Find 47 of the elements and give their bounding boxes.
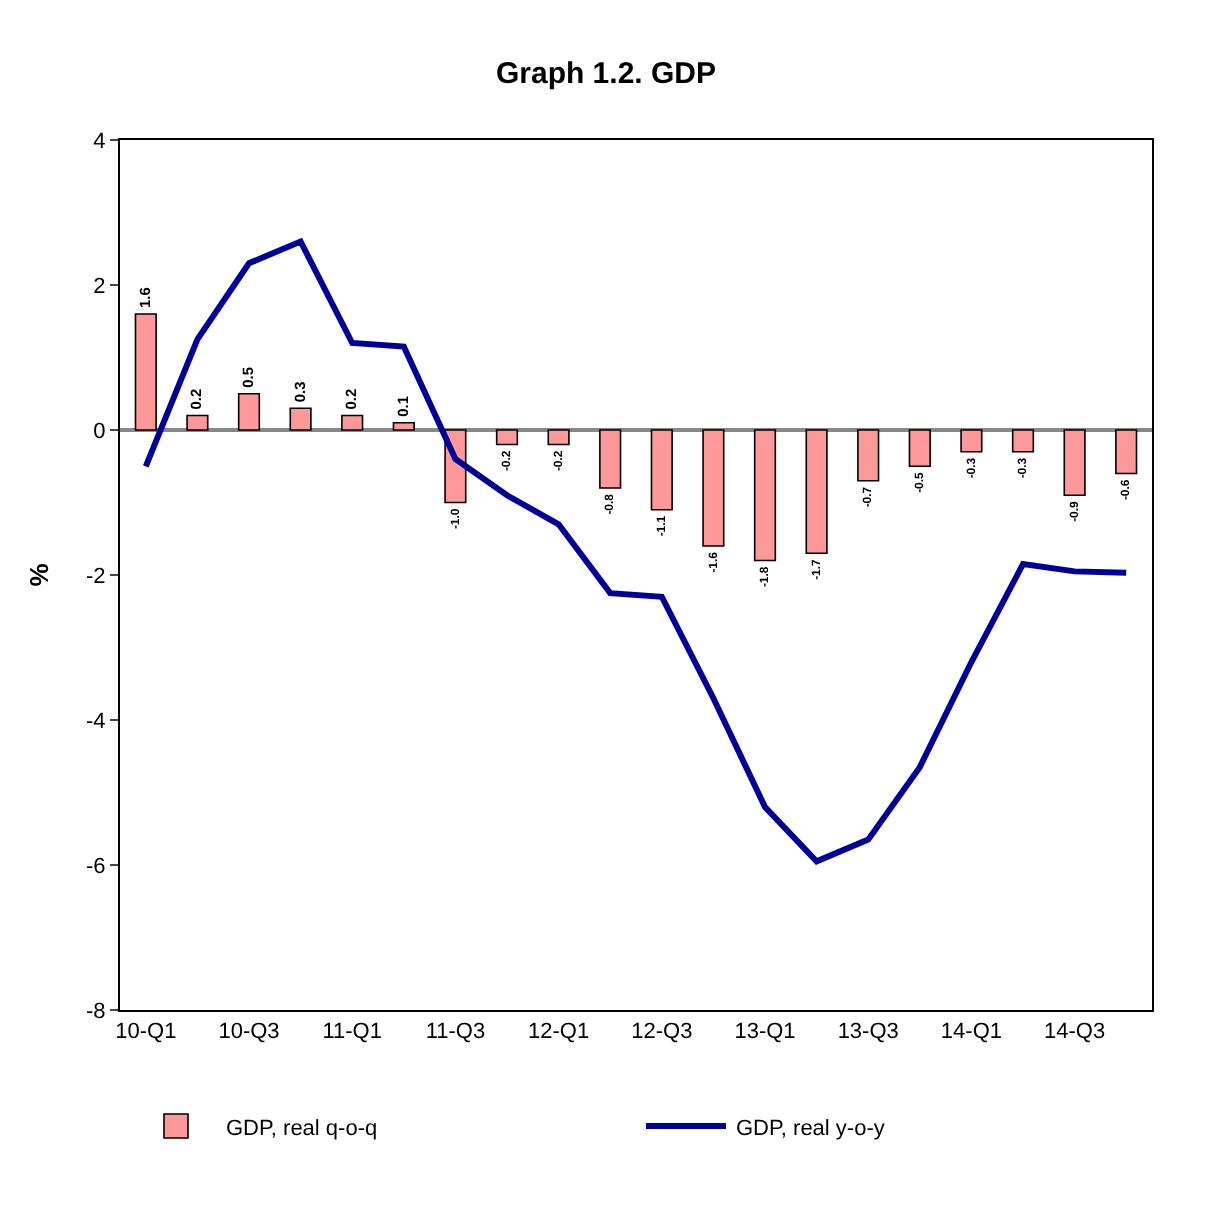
y-tick-label: 2 [93,274,106,299]
bar [1115,429,1138,475]
bar [650,429,673,511]
bar [547,429,570,446]
bar [857,429,880,482]
bar [908,429,931,468]
y-tick-label: -2 [86,564,106,589]
x-tick-label: 11-Q1 [322,1020,382,1045]
y-tick-label: -4 [86,709,106,734]
bar [599,429,622,489]
y-tick-label: 0 [93,419,106,444]
data-label: 1.6 [135,287,154,308]
line-series [142,238,1130,865]
data-label: 0.5 [239,367,258,388]
bar [1063,429,1086,497]
x-tick-label: 13-Q3 [837,1020,899,1045]
bar [753,429,777,562]
bar [392,421,415,431]
legend-label: GDP, real q-o-q [226,1116,378,1141]
bar [495,429,519,446]
y-axis-title: % [24,562,54,587]
y-tick-label: -6 [86,854,106,879]
legend-label: GDP, real y-o-y [736,1116,886,1141]
data-label: 0.3 [290,381,309,403]
x-tick-label: 14-Q1 [940,1020,1002,1045]
y-tick-label: 4 [93,129,106,154]
x-tick-label: 10-Q1 [115,1020,177,1045]
bar [134,313,157,431]
x-tick-label: 14-Q3 [1044,1020,1106,1045]
y-tick-label: -8 [86,999,106,1024]
bar [341,414,364,431]
data-label: 0.2 [187,388,206,410]
bar [237,392,261,431]
x-tick-label: 11-Q3 [425,1020,486,1045]
bar [960,429,983,453]
bar [702,429,725,547]
x-tick-label: 13-Q1 [734,1020,796,1045]
x-tick-label: 12-Q3 [631,1020,693,1045]
bar [186,414,209,431]
bar [1011,429,1035,453]
bar [289,407,312,431]
data-label: 0.1 [393,396,412,417]
x-tick-label: 10-Q3 [218,1020,280,1045]
data-label: 0.2 [342,388,361,410]
chart-title: Graph 1.2. GDP [495,56,717,91]
x-tick-label: 12-Q1 [528,1020,590,1045]
bar [805,429,828,555]
